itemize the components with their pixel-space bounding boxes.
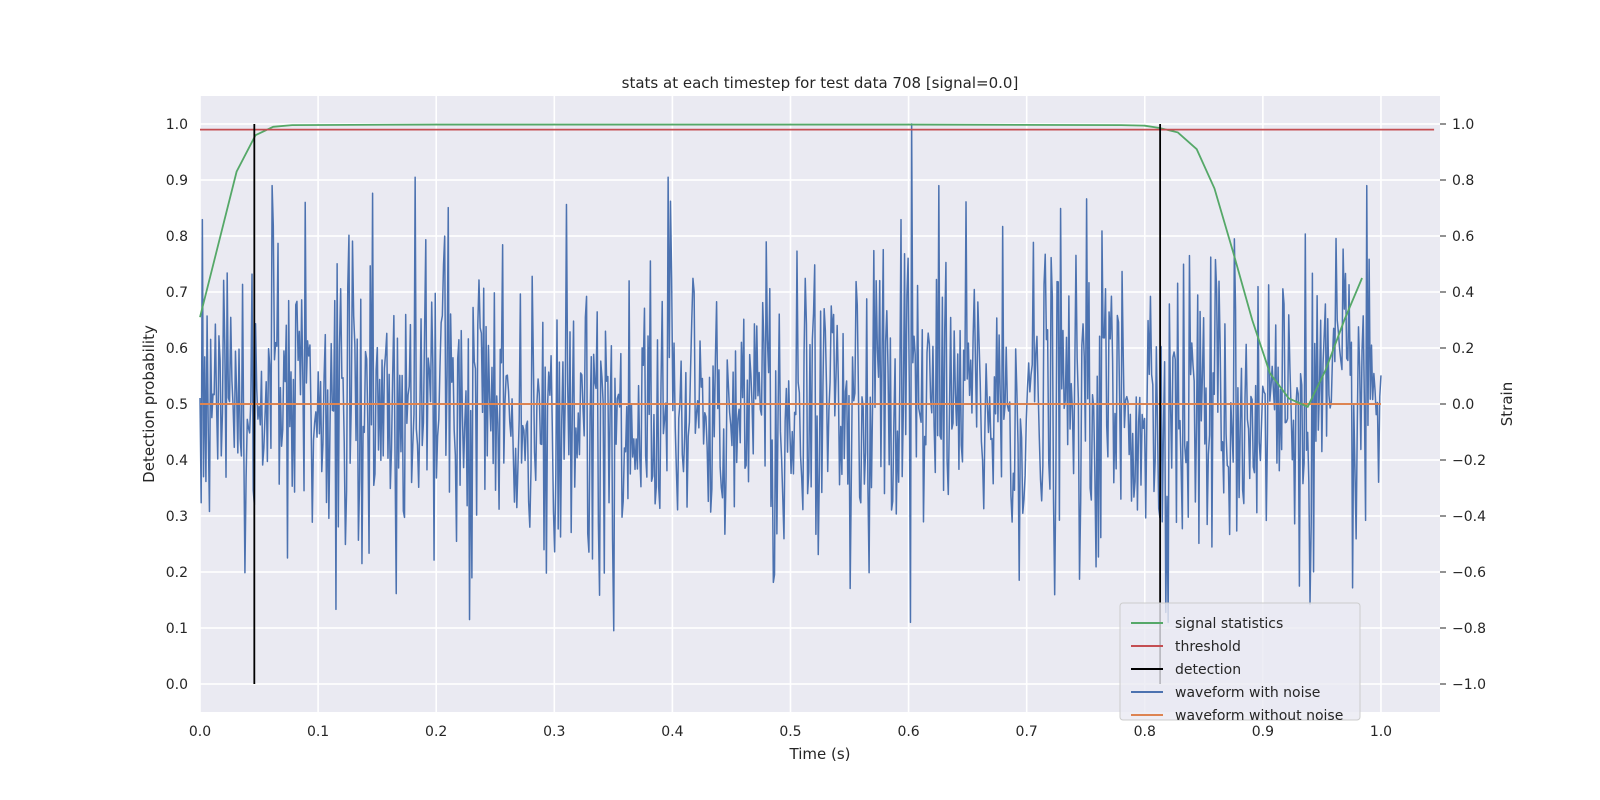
legend-box [1119, 602, 1361, 721]
y-tick-label-left: 0.9 [166, 173, 188, 189]
y-tick-label-left: 0.5 [166, 397, 188, 413]
chart-title: stats at each timestep for test data 708… [622, 74, 1019, 92]
y-tick-label-left: 0.0 [166, 677, 188, 693]
series-layer [199, 123, 1435, 684]
y-tick-label-right: 0.8 [1452, 173, 1474, 189]
x-tick-label: 0.1 [307, 724, 329, 740]
legend-label-detection: detection [1175, 662, 1241, 678]
x-tick-label: 0.3 [543, 724, 565, 740]
y-tick-label-right: −1.0 [1452, 677, 1486, 693]
x-tick-label: 0.7 [1016, 724, 1038, 740]
y-tick-label-left: 0.2 [166, 565, 188, 581]
y-tick-label-right: 1.0 [1452, 117, 1474, 133]
x-tick-label: 0.4 [661, 724, 683, 740]
x-tick-label: 0.9 [1252, 724, 1274, 740]
y-tick-label-left: 1.0 [166, 117, 188, 133]
y-tick-label-left: 0.8 [166, 229, 188, 245]
legend-label-waveform-without-noise: waveform without noise [1175, 708, 1343, 724]
legend-label-waveform-with-noise: waveform with noise [1175, 685, 1320, 701]
y-tick-label-right: −0.6 [1452, 565, 1486, 581]
y-tick-label-left: 0.6 [166, 341, 188, 357]
y-tick-label-left: 0.7 [166, 285, 188, 301]
legend: signal statistics threshold detection wavef… [1119, 602, 1361, 724]
series-waveform-with-noise [199, 123, 1382, 632]
x-tick-label: 0.8 [1134, 724, 1156, 740]
tick-labels: 0.0 0.1 0.2 0.3 0.4 0.5 0.6 0.7 0.8 0.9 1.0 0.0 0.1 0… [166, 117, 1486, 740]
legend-label-threshold: threshold [1175, 639, 1241, 655]
y-tick-label-right: 0.0 [1452, 397, 1474, 413]
x-axis-label: Time (s) [789, 745, 851, 763]
y-axis-label-right: Strain [1498, 382, 1516, 426]
x-tick-label: 0.0 [189, 724, 211, 740]
y-tick-label-right: 0.2 [1452, 341, 1474, 357]
y-tick-label-right: −0.2 [1452, 453, 1486, 469]
x-tick-label: 1.0 [1370, 724, 1392, 740]
y-axis-label-left: Detection probability [140, 325, 158, 483]
legend-label-signal-statistics: signal statistics [1175, 616, 1283, 632]
y-tick-label-right: 0.4 [1452, 285, 1474, 301]
y-tick-label-right: −0.4 [1452, 509, 1486, 525]
y-tick-label-right: −0.8 [1452, 621, 1486, 637]
x-tick-label: 0.6 [897, 724, 919, 740]
y-tick-label-left: 0.1 [166, 621, 188, 637]
y-tick-label-left: 0.4 [166, 453, 188, 469]
x-tick-label: 0.5 [779, 724, 801, 740]
y-tick-label-right: 0.6 [1452, 229, 1474, 245]
y-tick-label-left: 0.3 [166, 509, 188, 525]
x-tick-label: 0.2 [425, 724, 447, 740]
